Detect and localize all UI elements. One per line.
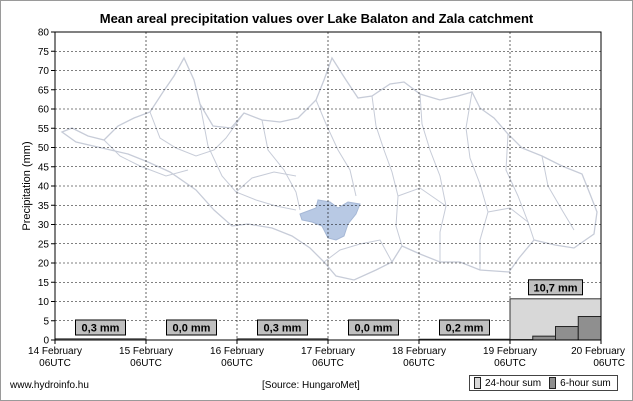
y-tick-label: 25 — [38, 239, 50, 250]
x-tick-label-time: 06UTC — [312, 358, 344, 369]
x-tick-label-time: 06UTC — [221, 358, 253, 369]
y-tick-label: 0 — [43, 336, 49, 347]
value-label-box — [257, 319, 308, 336]
y-axis-label: Precipitation (mm) — [21, 141, 33, 230]
y-tick-label: 20 — [38, 259, 50, 270]
bar-6h — [555, 326, 579, 341]
y-tick-label: 10 — [38, 297, 50, 308]
legend-swatch-6h — [549, 377, 557, 389]
x-tick-label-date: 19 February — [483, 346, 537, 357]
x-tick-label-time: 06UTC — [403, 358, 435, 369]
x-tick-label-date: 17 February — [301, 346, 355, 357]
y-axis: 0 5 10 15 20 25 30 35 40 45 50 55 60 65 70 75 80 — [38, 28, 55, 347]
x-tick-label-date: 14 February — [28, 346, 82, 357]
catchment-map-background — [60, 56, 598, 281]
x-tick-label-time: 06UTC — [39, 358, 71, 369]
y-tick-label: 75 — [38, 47, 50, 58]
y-tick-label: 60 — [38, 105, 50, 116]
source-text: [Source: HungaroMet] — [262, 380, 360, 391]
y-tick-label: 50 — [38, 143, 50, 154]
y-tick-label: 35 — [38, 201, 50, 212]
value-label-box — [528, 279, 583, 296]
y-tick-label: 40 — [38, 182, 50, 193]
x-tick-label-time: 06UTC — [130, 358, 162, 369]
value-label: 10,7 mm — [533, 282, 577, 294]
x-tick-label-date: 16 February — [210, 346, 264, 357]
value-labels: 0,3 mm 0,0 mm 0,3 mm 0,0 mm 0,2 mm 10,7 mm — [75, 279, 583, 336]
x-tick-label-time: 06UTC — [593, 358, 625, 369]
legend-label-24h: 24-hour sum — [485, 377, 542, 389]
bar-6h — [532, 335, 556, 341]
x-tick-label-time: 06UTC — [494, 358, 526, 369]
value-label: 0,0 mm — [173, 323, 211, 335]
value-label: 0,3 mm — [82, 323, 120, 335]
x-tick-label-date: 18 February — [392, 346, 446, 357]
value-label-box — [166, 319, 217, 336]
lake-balaton-shape — [299, 199, 361, 241]
value-label-box — [439, 319, 490, 336]
y-tick-label: 65 — [38, 85, 50, 96]
x-tick-label-date: 15 February — [119, 346, 173, 357]
value-label-box — [75, 319, 126, 336]
y-tick-label: 5 — [43, 316, 49, 327]
chart-legend: 24-hour sum 6-hour sum — [469, 375, 618, 391]
value-label: 0,3 mm — [264, 323, 302, 335]
y-tick-label: 70 — [38, 66, 50, 77]
legend-label-6h: 6-hour sum — [560, 377, 611, 389]
y-tick-label: 45 — [38, 162, 50, 173]
y-tick-label: 55 — [38, 124, 50, 135]
legend-swatch-24h — [474, 377, 481, 389]
y-tick-label: 15 — [38, 278, 50, 289]
chart-title: Mean areal precipitation values over Lak… — [99, 11, 534, 26]
plot-area-border — [54, 31, 602, 341]
value-label-box — [348, 319, 399, 336]
value-label: 0,0 mm — [355, 323, 393, 335]
y-tick-label: 30 — [38, 220, 50, 231]
website-text: www.hydroinfo.hu — [10, 380, 89, 391]
value-label: 0,2 mm — [446, 323, 484, 335]
y-tick-label: 80 — [38, 28, 50, 39]
x-tick-label-date: 20 February — [571, 346, 625, 357]
grid-lines — [55, 32, 601, 340]
bar-6h — [577, 316, 602, 341]
